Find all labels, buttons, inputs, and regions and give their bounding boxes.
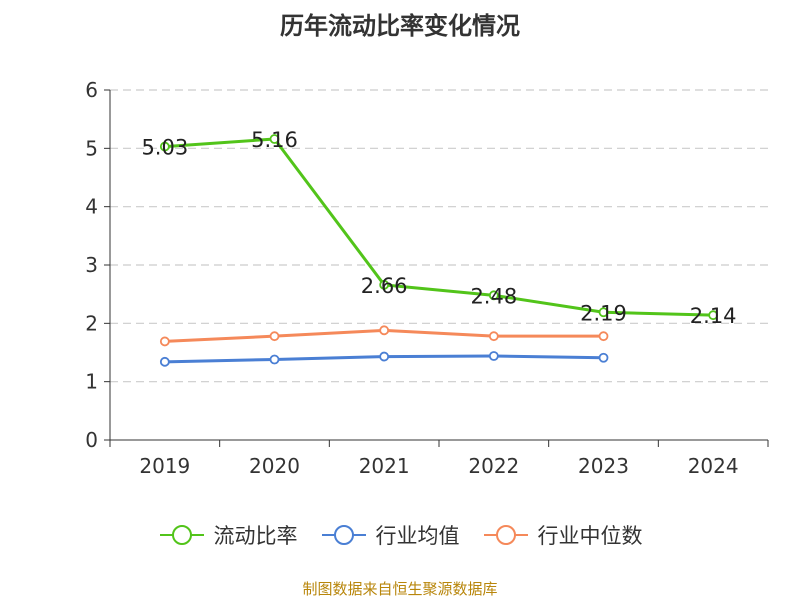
data-point [269,134,280,144]
data-point [269,331,280,342]
data-point [488,290,499,301]
data-label: 2.14 [690,304,737,328]
x-tick-label: 2022 [468,454,519,478]
data-point [488,331,499,342]
x-tick-label: 2023 [578,454,629,478]
x-tick-label: 2020 [249,454,300,478]
legend-item-industry-median[interactable]: 行业中位数 [482,520,643,550]
source-note: 制图数据来自恒生聚源数据库 [302,580,498,598]
data-point [269,354,280,365]
legend: 流动比率 行业均值 行业中位数 [0,520,800,550]
legend-swatch-icon [321,525,366,545]
data-point [159,336,170,347]
data-point [379,279,390,290]
grid-lines [110,89,768,383]
y-tick-label: 3 [85,253,98,277]
legend-swatch-icon [159,525,204,545]
legend-label: 流动比率 [213,524,298,548]
data-label: 2.66 [361,274,408,298]
axes: 0 1 2 3 4 5 6 2019 2020 2021 2022 2023 2024 [85,78,769,478]
data-label: 2.19 [580,301,627,325]
legend-label: 行业中位数 [537,524,643,548]
data-point [488,351,499,361]
data-point [379,351,390,362]
data-point [598,307,609,318]
data-point [159,141,170,152]
series-layer [159,134,719,367]
legend-item-industry-mean[interactable]: 行业均值 [320,520,460,550]
data-point [159,356,170,367]
x-tick-label: 2024 [688,454,739,478]
data-point [598,331,609,342]
chart-title: 历年流动比率变化情况 [280,12,520,40]
data-point [708,310,719,321]
data-label: 5.16 [251,128,298,152]
data-point [598,352,609,363]
data-point [379,325,390,336]
y-tick-label: 6 [85,78,98,102]
y-tick-label: 5 [85,136,98,160]
y-tick-label: 4 [85,195,98,219]
data-label: 5.03 [141,136,188,160]
legend-label: 行业均值 [375,524,460,548]
y-tick-label: 2 [85,311,98,335]
x-tick-label: 2021 [359,454,410,478]
legend-swatch-icon [483,525,528,545]
data-labels: 5.03 5.16 2.66 2.48 2.19 2.14 [141,128,736,328]
data-label: 2.48 [470,284,517,308]
x-tick-label: 2019 [139,454,190,478]
y-tick-label: 1 [85,370,98,394]
legend-item-current-ratio[interactable]: 流动比率 [158,520,298,550]
y-tick-label: 0 [85,428,98,452]
series-line-0 [164,137,714,317]
